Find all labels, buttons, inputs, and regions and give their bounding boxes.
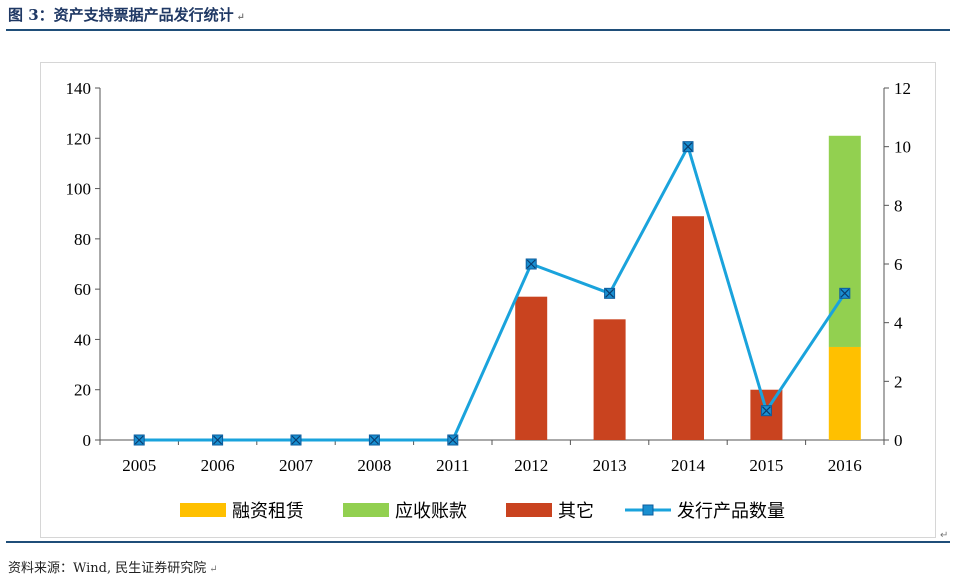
y-right-tick-label: 2 [894, 372, 903, 391]
figure-title: 图 3：资产支持票据产品发行统计 ↵ [8, 6, 246, 24]
line-marker-cross [369, 435, 379, 445]
y-left-tick-label: 60 [74, 280, 91, 299]
line-marker-cross [840, 288, 850, 298]
x-tick-label: 2011 [436, 456, 469, 475]
line-marker-cross [291, 435, 301, 445]
legend-swatch [506, 503, 552, 517]
y-left-tick-label: 140 [66, 79, 92, 98]
y-left-tick-label: 20 [74, 381, 91, 400]
y-right-tick-label: 6 [894, 255, 903, 274]
legend-label: 融资租赁 [232, 501, 304, 522]
line-marker-cross [134, 435, 144, 445]
y-right-tick-label: 4 [894, 314, 903, 333]
x-tick-label: 2005 [122, 456, 156, 475]
chart-frame [40, 62, 936, 538]
x-tick-label: 2007 [279, 456, 314, 475]
x-tick-label: 2006 [201, 456, 235, 475]
y-right-tick-label: 12 [894, 79, 911, 98]
line-marker-cross [526, 259, 536, 269]
bottom-divider [6, 541, 950, 543]
x-tick-label: 2012 [514, 456, 548, 475]
bar [828, 135, 861, 347]
legend-label: 其它 [558, 501, 594, 522]
return-mark-2: ↵ [940, 530, 949, 541]
x-tick-label: 2008 [357, 456, 391, 475]
line-marker-cross [605, 288, 615, 298]
bar [672, 216, 704, 440]
x-tick-label: 2013 [593, 456, 627, 475]
y-left-tick-label: 80 [74, 230, 91, 249]
x-tick-label: 2015 [749, 456, 783, 475]
return-mark-3: ↵ [209, 564, 218, 575]
series-line [139, 145, 847, 442]
y-right-tick-label: 10 [894, 138, 911, 157]
line-marker-cross [213, 435, 223, 445]
legend-marker [642, 504, 654, 516]
line-marker-cross [448, 435, 458, 445]
bar [828, 346, 861, 440]
line-marker-cross [683, 142, 693, 152]
top-divider [6, 29, 950, 31]
y-left-tick-label: 40 [74, 330, 91, 349]
y-left-tick-label: 0 [83, 431, 92, 450]
source-note: 资料来源：Wind, 民生证券研究院 ↵ [8, 561, 218, 576]
legend-swatch [343, 503, 389, 517]
x-tick-label: 2014 [671, 456, 706, 475]
legend-swatch [180, 503, 226, 517]
legend-label: 发行产品数量 [677, 501, 785, 522]
x-tick-label: 2016 [828, 456, 862, 475]
bar [593, 319, 626, 440]
y-left-tick-label: 120 [66, 129, 92, 148]
line-marker-cross [761, 406, 771, 416]
y-left-tick-label: 100 [66, 180, 92, 199]
bar [515, 296, 548, 440]
y-right-tick-label: 0 [894, 431, 903, 450]
return-mark: ↵ [236, 12, 246, 23]
legend-label: 应收账款 [395, 501, 467, 522]
y-right-tick-label: 8 [894, 196, 903, 215]
